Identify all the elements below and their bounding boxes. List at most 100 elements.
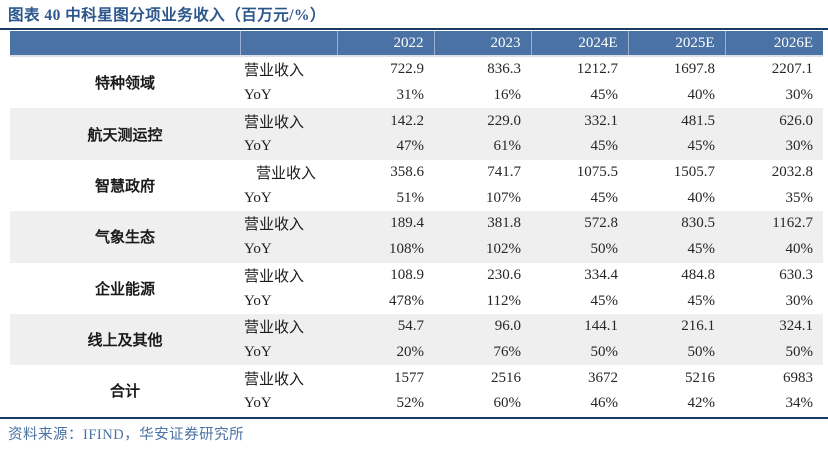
value-cell: 96.0	[434, 313, 531, 340]
value-cell: 381.8	[434, 211, 531, 237]
group-column-header	[10, 31, 240, 57]
value-cell: 722.9	[390, 61, 424, 78]
value-cell: 1162.7	[725, 211, 823, 237]
value-cell: 216.1	[628, 313, 725, 340]
value-cell: 40%	[687, 189, 716, 206]
group-label-cell: 智慧政府	[94, 178, 155, 195]
table-row: YoY 51% 107% 45% 40% 35%	[10, 185, 823, 211]
value-cell: 572.8	[531, 211, 628, 237]
value-cell: 3672	[588, 369, 618, 386]
metric-label-cell: YoY	[240, 339, 337, 366]
value-cell: 630.3	[779, 266, 813, 283]
value-cell: 42%	[687, 395, 716, 412]
value-cell: 189.4	[337, 211, 434, 237]
value-cell: 50%	[725, 339, 823, 366]
value-cell: 332.1	[531, 108, 628, 135]
metric-label-cell: 营业收入	[244, 371, 305, 388]
value-cell: 46%	[590, 395, 619, 412]
value-cell: 50%	[531, 236, 628, 263]
value-cell: 51%	[396, 189, 425, 206]
table-row: YoY 478% 112% 45% 45% 30%	[10, 288, 823, 314]
metric-label-cell: 营业收入	[240, 108, 337, 135]
value-cell: 1577	[394, 369, 424, 386]
value-cell: 47%	[337, 134, 434, 160]
source-note: 资料来源：IFIND，华安证券研究所	[8, 427, 245, 443]
year-column-header: 2023	[433, 31, 531, 57]
group-label-cell: 特种领域	[94, 76, 155, 93]
table-row: 气象生态 营业收入 189.4 381.8 572.8 830.5 1162.7	[10, 211, 823, 263]
value-cell: 108%	[337, 236, 434, 263]
value-cell: 107%	[486, 189, 521, 206]
table-row: 企业能源 营业收入 108.9 230.6 334.4 484.8 630.3	[10, 263, 823, 298]
value-cell: 45%	[531, 134, 628, 160]
value-cell: 334.4	[584, 266, 618, 283]
value-cell: 230.6	[487, 266, 521, 283]
value-cell: 102%	[434, 236, 531, 263]
value-cell: 50%	[531, 339, 628, 366]
value-cell: 76%	[434, 339, 531, 366]
year-column-header: 2026E	[724, 31, 823, 57]
value-cell: 16%	[493, 87, 522, 104]
table-row: YoY 52% 60% 46% 42% 34%	[10, 391, 823, 417]
metric-label-cell: 营业收入	[244, 268, 305, 285]
value-cell: 34%	[785, 395, 814, 412]
table-row: 智慧政府 营业收入 358.6 741.7 1075.5 1505.7 2032.8	[10, 160, 823, 195]
metric-label-cell: 营业收入	[240, 211, 337, 237]
table-body: 特种领域 营业收入 722.9 836.3 1212.7 1697.8 2207.1 YoY 3…	[10, 56, 823, 417]
table-row: YoY 47% 61% 45% 45% 30%	[10, 134, 823, 160]
value-cell: 6983	[783, 369, 813, 386]
table-row: 特种领域 营业收入 722.9 836.3 1212.7 1697.8 2207.1	[10, 56, 823, 92]
value-cell: 2032.8	[771, 164, 813, 181]
table-row: 航天测运控 营业收入 142.2 229.0 332.1 481.5 626.0	[10, 108, 823, 160]
metric-label-cell: 营业收入	[256, 166, 317, 183]
figure-title: 图表 40 中科星图分项业务收入（百万元/%）	[8, 7, 327, 24]
value-cell: 35%	[785, 189, 814, 206]
value-cell: 108.9	[390, 266, 424, 283]
value-cell: 1697.8	[673, 61, 715, 78]
group-label-cell: 线上及其他	[10, 313, 240, 366]
value-cell: 324.1	[725, 313, 823, 340]
table-header: 2022 2023 2024E 2025E 2026E	[10, 31, 823, 57]
value-cell: 358.6	[390, 164, 424, 181]
value-cell: 45%	[590, 292, 619, 309]
value-cell: 229.0	[434, 108, 531, 135]
value-cell: 1212.7	[576, 61, 618, 78]
value-cell: 481.5	[628, 108, 725, 135]
metric-label-cell: YoY	[244, 292, 272, 309]
metric-label-cell: YoY	[244, 189, 272, 206]
metric-label-cell: 营业收入	[244, 63, 305, 80]
table-row: 线上及其他 营业收入 54.7 96.0 144.1 216.1 324.1	[10, 313, 823, 366]
metric-label-cell: YoY	[244, 87, 272, 104]
business-revenue-table: 2022 2023 2024E 2025E 2026E 特种领域 营业收入 722.…	[10, 31, 823, 417]
value-cell: 45%	[628, 134, 725, 160]
metric-label-cell: YoY	[244, 395, 272, 412]
value-cell: 50%	[628, 339, 725, 366]
value-cell: 30%	[785, 87, 814, 104]
value-cell: 626.0	[725, 108, 823, 135]
group-label-cell: 企业能源	[94, 281, 155, 298]
value-cell: 45%	[628, 236, 725, 263]
value-cell: 54.7	[337, 313, 434, 340]
value-cell: 45%	[590, 87, 619, 104]
value-cell: 5216	[685, 369, 715, 386]
table-bottom-rule	[0, 417, 828, 419]
value-cell: 30%	[725, 134, 823, 160]
metric-label-cell: 营业收入	[240, 313, 337, 340]
value-cell: 830.5	[628, 211, 725, 237]
value-cell: 60%	[493, 395, 522, 412]
metric-label-cell: YoY	[240, 236, 337, 263]
group-label-cell: 航天测运控	[10, 108, 240, 160]
table-top-rule	[0, 28, 828, 30]
value-cell: 478%	[389, 292, 424, 309]
group-label-cell: 气象生态	[10, 211, 240, 263]
value-cell: 40%	[687, 87, 716, 104]
value-cell: 45%	[590, 189, 619, 206]
value-cell: 741.7	[487, 164, 521, 181]
value-cell: 112%	[486, 292, 521, 309]
value-cell: 31%	[396, 87, 425, 104]
value-cell: 52%	[396, 395, 425, 412]
value-cell: 1075.5	[576, 164, 618, 181]
value-cell: 30%	[785, 292, 814, 309]
value-cell: 836.3	[487, 61, 521, 78]
